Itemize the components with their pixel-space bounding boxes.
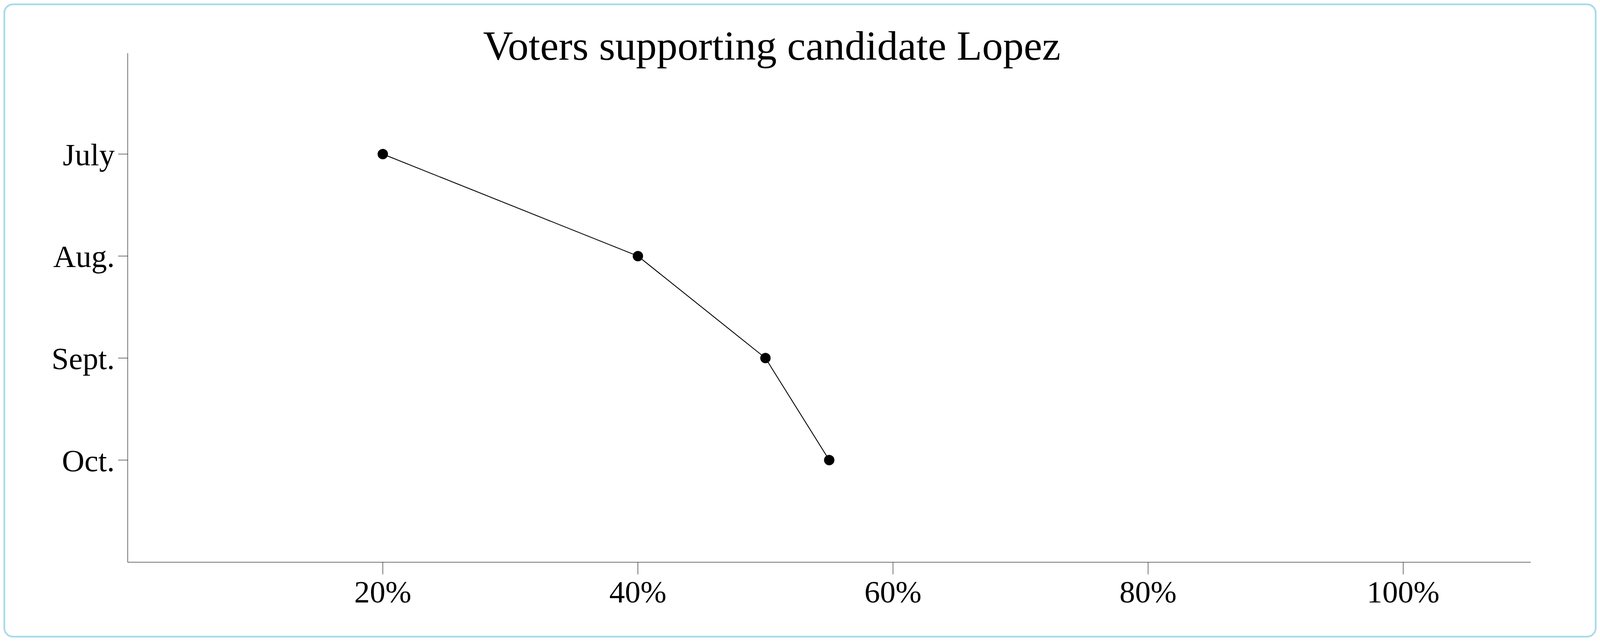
svg-text:Aug.: Aug.: [53, 239, 115, 275]
svg-text:40%: 40%: [609, 574, 667, 610]
svg-text:100%: 100%: [1366, 574, 1440, 610]
svg-text:80%: 80%: [1119, 574, 1177, 610]
svg-text:July: July: [62, 137, 115, 173]
svg-text:20%: 20%: [354, 574, 412, 610]
svg-text:Oct.: Oct.: [61, 443, 115, 479]
svg-text:Sept.: Sept.: [51, 341, 115, 377]
svg-text:60%: 60%: [864, 574, 922, 610]
html-text:Voters supporting candidate Lo: Voters supporting candidate Lopez: [483, 22, 1061, 69]
